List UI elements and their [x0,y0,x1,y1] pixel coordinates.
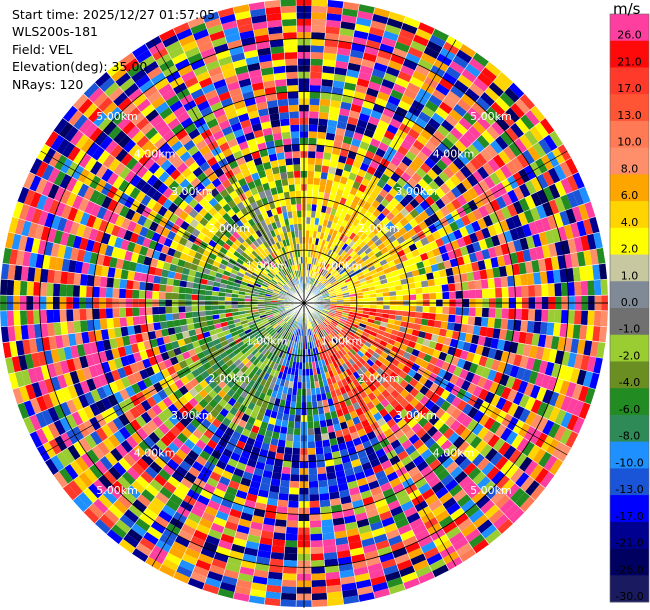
range-ring-label: 5.00km [96,484,138,497]
colorbar-swatch [610,94,649,122]
range-ring-label: 1.00km [321,260,363,273]
azimuth-spoke [40,302,305,456]
range-ring-label: 5.00km [470,484,512,497]
colorbar-tick-label: -6.0 [619,403,640,416]
range-ring-label: 1.00km [246,334,288,347]
colorbar-tick-label: 21.0 [617,55,642,68]
range-ring-label: 5.00km [96,110,138,123]
colorbar-tick-label: 6.0 [621,189,639,202]
azimuth-spoke [303,302,457,567]
colorbar-tick-label: 8.0 [621,162,639,175]
colorbar-tick-label: -21.0 [615,537,643,550]
colorbar-swatch [610,575,649,603]
metadata-block: Start time: 2025/12/27 01:57:05 WLS200s-… [12,6,215,93]
ppi-gates [0,0,608,607]
range-ring-label: 5.00km [470,110,512,123]
azimuth-spoke [303,302,568,456]
colorbar-tick-label: 13.0 [617,109,642,122]
colorbar-swatch [610,201,649,229]
colorbar-tick-label: -4.0 [619,376,640,389]
azimuth-spoke [40,150,305,304]
ray-separators [0,0,608,607]
colorbar-tick-label: 2.0 [621,243,639,256]
range-ring-label: 4.00km [433,447,475,460]
colorbar-tick-label: 10.0 [617,136,642,149]
range-ring-label: 3.00km [395,185,437,198]
azimuth-spoke [303,150,568,304]
start-time-text: Start time: 2025/12/27 01:57:05 [12,7,216,22]
range-ring-label: 2.00km [208,372,250,385]
colorbar-swatch [610,254,649,282]
colorbar-swatch [610,441,649,469]
colorbar-tick-label: -26.0 [615,563,643,576]
colorbar-tick-label: -30.0 [615,590,643,603]
colorbar-tick-label: -8.0 [619,430,640,443]
elevation-text: Elevation(deg): 35.00 [12,59,148,75]
colorbar-swatch [610,147,649,175]
colorbar-swatch [610,495,649,523]
range-ring-label: 3.00km [171,185,213,198]
colorbar-swatch [610,227,649,255]
colorbar-swatch [610,468,649,496]
colorbar-swatch [610,308,649,336]
colorbar-swatch [610,174,649,202]
range-ring-label: 1.00km [246,260,288,273]
colorbar-swatch [610,67,649,95]
colorbar-swatch [610,120,649,149]
colorbar-unit: m/s [613,0,641,18]
range-ring-labels: 1.00km 2.00km 3.00km 4.00km 5.00km 1.00km 2.00… [96,110,511,497]
colorbar-tick-label: 26.0 [617,29,642,42]
range-ring-label: 4.00km [433,148,475,161]
colorbar-swatch [610,521,649,549]
colorbar-tick-label: -17.0 [615,510,643,523]
range-ring-label: 3.00km [171,409,213,422]
colorbar-tick-label: 1.0 [621,269,639,282]
colorbar-tick-label: 17.0 [617,82,642,95]
colorbar-swatch [610,548,649,576]
colorbar-swatch [610,334,649,362]
instrument-text: WLS200s-181 [12,24,98,40]
range-ring-label: 2.00km [358,222,400,235]
colorbar-tick-label: -13.0 [615,483,643,496]
range-ring-label: 2.00km [358,372,400,385]
colorbar-swatch [610,414,649,443]
azimuth-spoke [151,302,305,567]
azimuth-spoke [303,39,457,304]
colorbar-tick-label: 4.0 [621,216,639,229]
azimuth-spoke [151,39,305,304]
range-ring-label: 4.00km [134,148,176,161]
range-ring-label: 2.00km [208,222,250,235]
range-ring-label: 3.00km [395,409,437,422]
colorbar-swatch [610,281,649,309]
colorbar-tick-label: -1.0 [619,323,640,336]
nrays-text: NRays: 120 [12,76,84,92]
range-ring-label: 4.00km [134,447,176,460]
range-ring-label: 1.00km [321,334,363,347]
colorbar-tick-label: -10.0 [615,456,643,469]
colorbar-swatch [610,388,649,416]
field-text: Field: VEL [12,41,73,57]
colorbar-tick-label: -2.0 [619,349,640,362]
colorbar-tick-label: 0.0 [621,296,639,309]
colorbar-swatch [610,14,649,42]
colorbar-swatch [610,40,649,68]
colorbar-swatch [610,361,649,389]
